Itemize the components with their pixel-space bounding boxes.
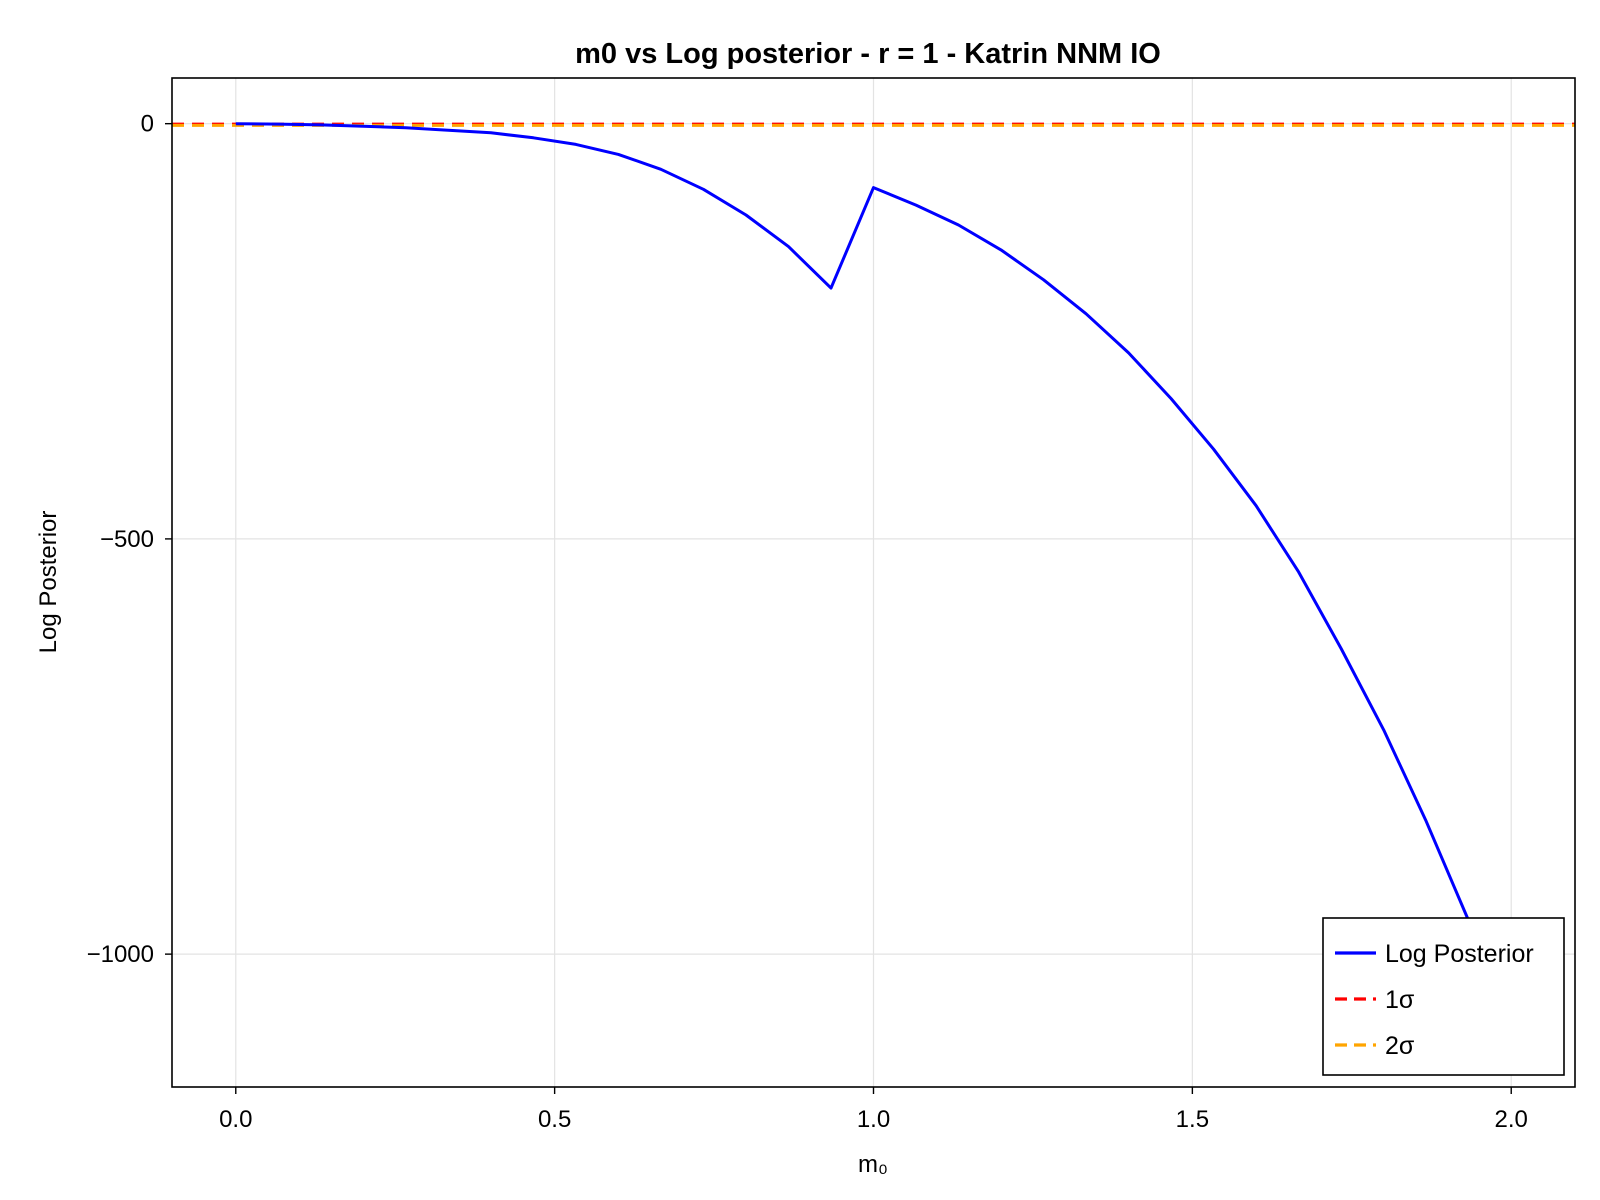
y-tick-label: −1000 — [87, 941, 154, 968]
legend-label: 2σ — [1385, 1032, 1415, 1060]
x-tick-label: 2.0 — [1495, 1106, 1528, 1133]
legend-label: 1σ — [1385, 986, 1415, 1014]
series-line-log-posterior — [235, 122, 1471, 922]
legend-label: Log Posterior — [1385, 940, 1534, 968]
y-tick-label: 0 — [141, 111, 154, 138]
y-tick-label: −500 — [100, 526, 154, 553]
y-axis-label: Log Posterior — [35, 511, 62, 654]
x-axis-ticks: 0.0 0.5 1.0 1.5 2.0 — [219, 1087, 1528, 1133]
chart-title: m0 vs Log posterior - r = 1 - Katrin NNM… — [575, 38, 1161, 70]
legend-box — [1322, 917, 1565, 1076]
x-tick-label: 1.0 — [857, 1106, 890, 1133]
threshold-lines — [172, 122, 1575, 127]
legend: Log Posterior 1σ 2σ — [1322, 917, 1565, 1076]
y-axis-ticks: 0 −500 −1000 — [87, 111, 172, 968]
x-tick-label: 1.5 — [1176, 1106, 1209, 1133]
plot-area — [235, 122, 1471, 922]
x-tick-label: 0.0 — [219, 1106, 252, 1133]
x-tick-label: 0.5 — [538, 1106, 571, 1133]
x-axis-label: m₀ — [858, 1151, 888, 1178]
